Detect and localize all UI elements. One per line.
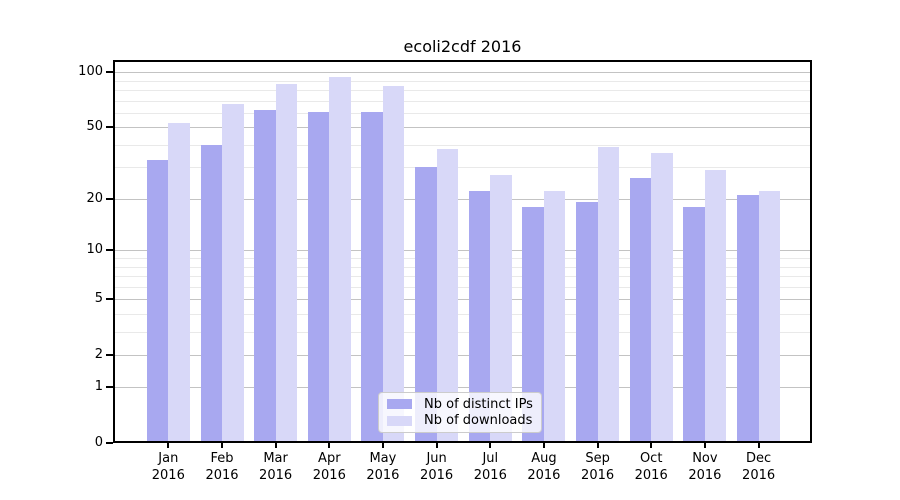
x-tick-mark bbox=[435, 443, 438, 448]
bar-downloads-jan bbox=[168, 122, 190, 443]
y-tick-mark bbox=[106, 386, 113, 389]
x-tick-mark bbox=[489, 443, 492, 448]
x-tick-label-mar: Mar 2016 bbox=[259, 451, 293, 483]
y-tick-mark bbox=[106, 353, 113, 356]
x-tick-mark bbox=[757, 443, 760, 448]
bar-ips-dec bbox=[737, 194, 759, 443]
y-tick-label: 1 bbox=[94, 379, 103, 395]
minor-gridline bbox=[113, 266, 812, 268]
major-gridline bbox=[113, 299, 812, 301]
y-tick-mark bbox=[106, 71, 113, 74]
x-axis-spine bbox=[113, 441, 812, 443]
x-tick-label-may: May 2016 bbox=[366, 451, 400, 483]
bar-ips-oct bbox=[629, 178, 652, 443]
minor-gridline bbox=[113, 167, 812, 169]
x-tick-label-apr: Apr 2016 bbox=[312, 451, 346, 483]
x-tick-mark bbox=[274, 443, 277, 448]
bar-downloads-jul bbox=[490, 175, 512, 443]
x-tick-label-aug: Aug 2016 bbox=[527, 451, 561, 483]
y-tick-mark bbox=[106, 442, 113, 444]
legend-item-downloads: Nb of downloads bbox=[387, 413, 533, 428]
bar-downloads-jun bbox=[436, 148, 459, 443]
x-tick-label-jun: Jun 2016 bbox=[420, 451, 454, 483]
y-tick-label: 20 bbox=[86, 190, 103, 206]
right-spine bbox=[810, 60, 812, 443]
legend-item-distinct-ips: Nb of distinct IPs bbox=[387, 397, 533, 412]
y-tick-label: 2 bbox=[94, 346, 103, 362]
bar-ips-jul bbox=[468, 191, 491, 443]
x-tick-mark bbox=[221, 443, 223, 448]
x-tick-label-nov: Nov 2016 bbox=[688, 451, 722, 483]
bar-downloads-aug bbox=[543, 191, 566, 443]
bar-ips-nov bbox=[683, 206, 705, 443]
top-spine bbox=[113, 60, 812, 62]
y-tick-label: 50 bbox=[86, 119, 103, 135]
minor-gridline bbox=[113, 100, 812, 102]
chart-title: ecoli2cdf 2016 bbox=[403, 37, 522, 56]
minor-gridline bbox=[113, 144, 812, 146]
x-tick-label-dec: Dec 2016 bbox=[742, 451, 776, 483]
y-axis-spine bbox=[113, 60, 115, 443]
bar-ips-aug bbox=[522, 206, 544, 443]
bar-ips-may bbox=[361, 111, 383, 443]
x-tick-mark bbox=[596, 443, 599, 448]
minor-gridline bbox=[113, 90, 812, 92]
major-gridline bbox=[113, 198, 812, 200]
x-tick-mark bbox=[703, 443, 706, 448]
y-tick-mark bbox=[106, 126, 113, 129]
y-tick-label: 0 bbox=[94, 435, 103, 450]
x-tick-mark bbox=[542, 443, 545, 448]
minor-gridline bbox=[113, 112, 812, 114]
y-tick-mark bbox=[106, 249, 113, 252]
x-tick-mark bbox=[328, 443, 331, 448]
bar-ips-mar bbox=[254, 110, 276, 443]
bar-ips-sep bbox=[576, 202, 598, 443]
minor-gridline bbox=[113, 258, 812, 260]
x-tick-mark bbox=[167, 443, 170, 448]
minor-gridline bbox=[113, 286, 812, 288]
minor-gridline bbox=[113, 80, 812, 82]
minor-gridline bbox=[113, 331, 812, 333]
x-tick-label-jan: Jan 2016 bbox=[151, 451, 185, 483]
major-gridline bbox=[113, 127, 812, 129]
x-tick-mark bbox=[381, 443, 384, 448]
y-tick-mark bbox=[106, 298, 113, 301]
y-tick-label: 10 bbox=[86, 242, 103, 258]
x-tick-label-sep: Sep 2016 bbox=[581, 451, 615, 483]
bar-ips-jun bbox=[415, 167, 437, 443]
x-tick-label-oct: Oct 2016 bbox=[634, 451, 668, 483]
legend-label-distinct-ips: Nb of distinct IPs bbox=[424, 396, 533, 412]
bar-downloads-oct bbox=[651, 153, 673, 443]
major-gridline bbox=[113, 250, 812, 252]
bar-downloads-feb bbox=[222, 104, 244, 443]
minor-gridline bbox=[113, 276, 812, 277]
bar-downloads-dec bbox=[758, 191, 781, 443]
bar-downloads-nov bbox=[704, 169, 727, 443]
y-tick-label: 100 bbox=[78, 64, 103, 80]
x-tick-label-feb: Feb 2016 bbox=[205, 451, 239, 483]
legend: Nb of distinct IPs Nb of downloads bbox=[378, 392, 542, 433]
bar-downloads-may bbox=[382, 86, 405, 443]
bar-downloads-apr bbox=[329, 77, 351, 443]
major-gridline bbox=[113, 387, 812, 389]
x-tick-mark bbox=[650, 443, 653, 448]
legend-label-downloads: Nb of downloads bbox=[424, 413, 533, 429]
bar-downloads-sep bbox=[597, 146, 620, 443]
minor-gridline bbox=[113, 313, 812, 315]
y-tick-mark bbox=[106, 197, 113, 200]
bar-ips-apr bbox=[307, 111, 330, 443]
legend-swatch-downloads bbox=[387, 415, 412, 426]
y-tick-label: 5 bbox=[94, 291, 103, 307]
major-gridline bbox=[113, 72, 812, 74]
major-gridline bbox=[113, 354, 812, 356]
bar-ips-jan bbox=[146, 159, 169, 443]
x-tick-label-jul: Jul 2016 bbox=[473, 451, 507, 483]
legend-swatch-distinct-ips bbox=[387, 399, 412, 410]
plot-area bbox=[113, 60, 812, 443]
bar-downloads-mar bbox=[275, 83, 298, 443]
bar-ips-feb bbox=[200, 144, 222, 443]
